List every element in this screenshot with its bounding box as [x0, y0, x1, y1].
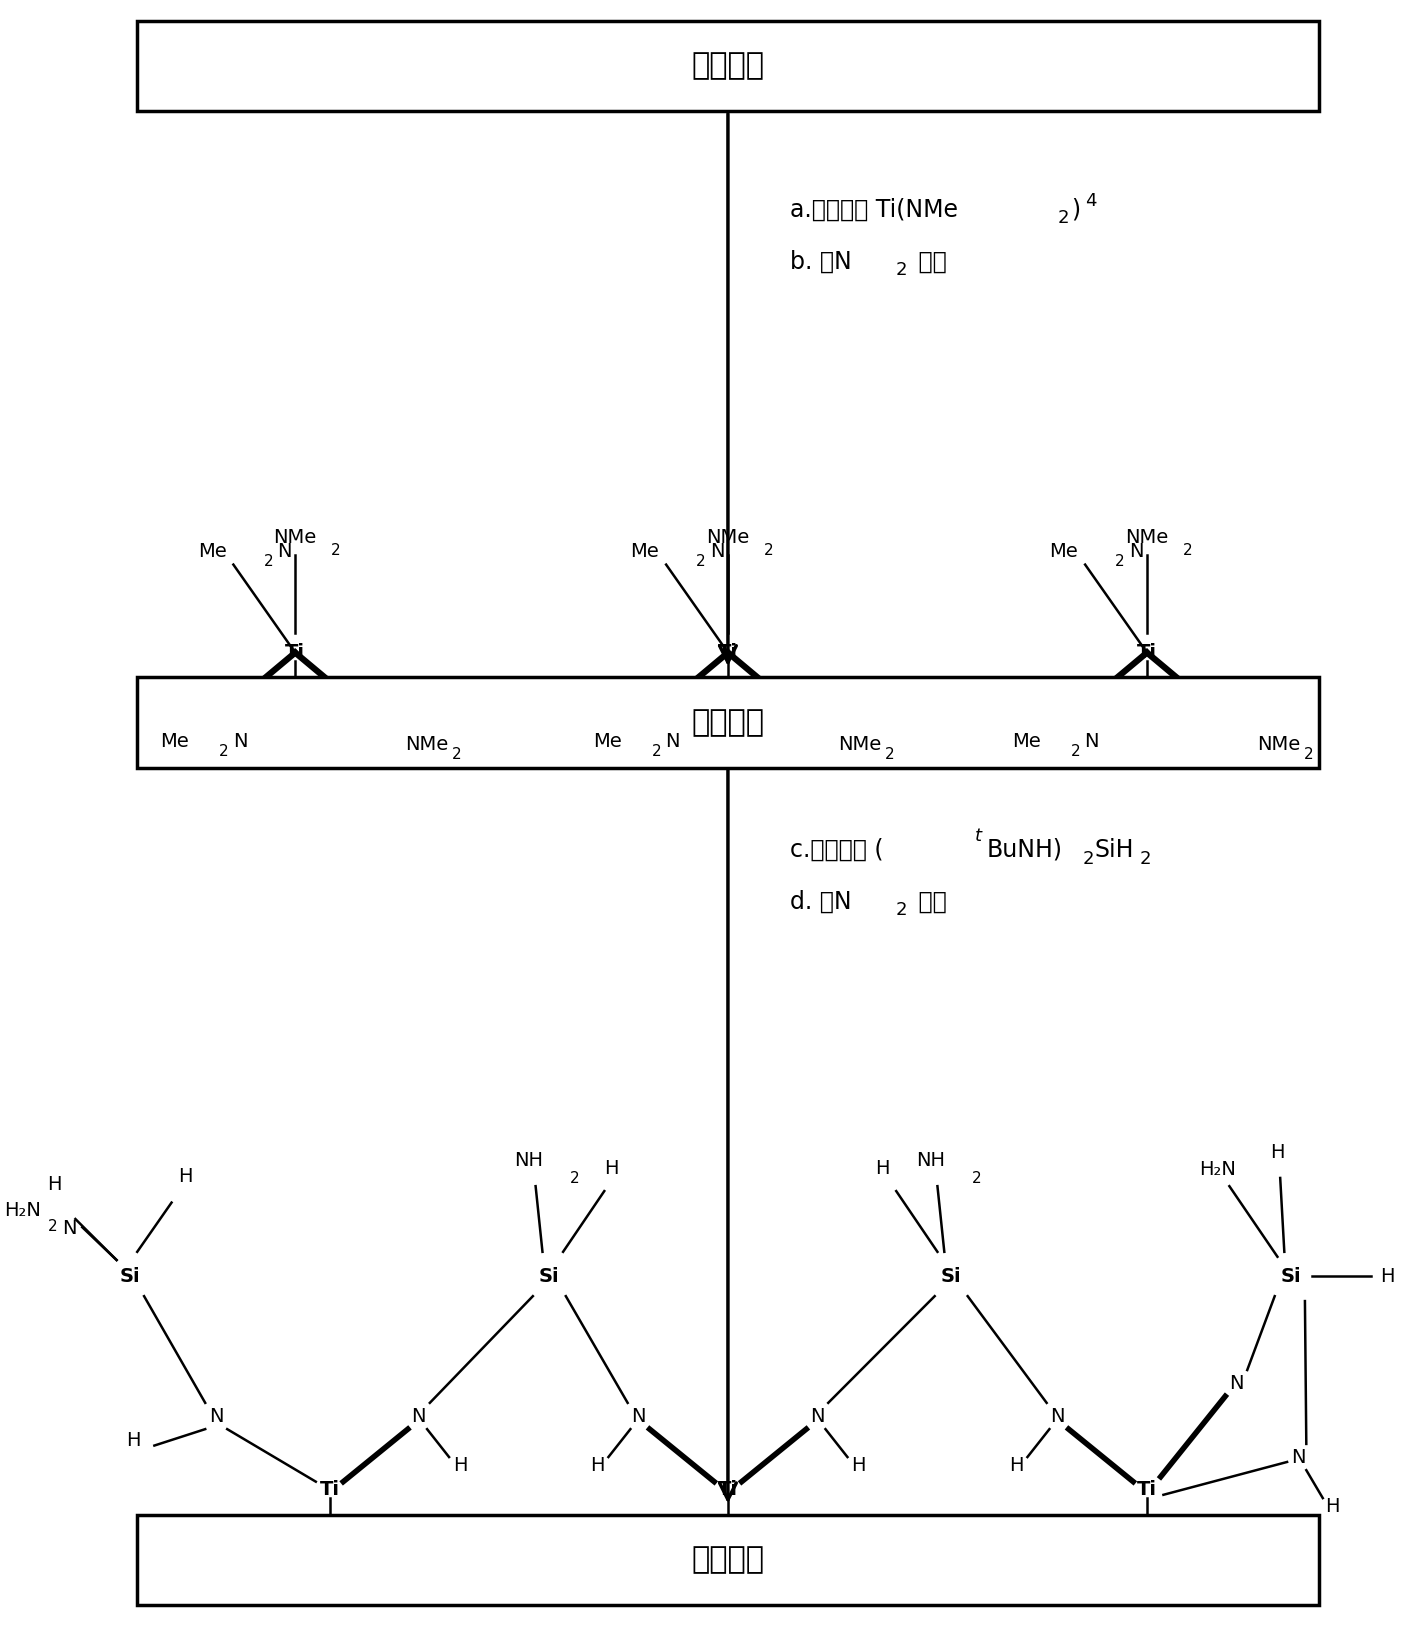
- Text: d. 用N: d. 用N: [790, 889, 851, 914]
- Text: 2: 2: [1182, 543, 1192, 558]
- Text: H: H: [47, 1175, 62, 1195]
- Text: Si: Si: [121, 1267, 140, 1285]
- Text: BuNH): BuNH): [986, 838, 1063, 861]
- Text: H: H: [604, 1158, 619, 1178]
- Text: 2: 2: [453, 747, 461, 762]
- Text: NMe: NMe: [406, 736, 448, 754]
- Text: N: N: [1291, 1447, 1305, 1467]
- Text: H: H: [1381, 1267, 1395, 1285]
- Text: Si: Si: [539, 1267, 559, 1285]
- Text: N: N: [61, 1219, 77, 1238]
- Text: N: N: [631, 1406, 646, 1426]
- Text: Ti: Ti: [1137, 1480, 1156, 1500]
- Text: H: H: [590, 1455, 604, 1475]
- Text: 2: 2: [570, 1172, 579, 1186]
- Text: 2: 2: [697, 554, 707, 569]
- Text: 2: 2: [48, 1219, 58, 1234]
- Text: b. 用N: b. 用N: [790, 249, 851, 274]
- Text: NMe: NMe: [1125, 528, 1169, 546]
- Text: N: N: [233, 733, 247, 751]
- Text: H₂N: H₂N: [4, 1201, 41, 1221]
- Text: t: t: [975, 828, 982, 845]
- Text: NH: NH: [514, 1150, 543, 1170]
- Text: 2: 2: [972, 1172, 982, 1186]
- Bar: [138, 20, 1318, 111]
- Bar: [138, 1515, 1318, 1605]
- Text: NH: NH: [917, 1150, 945, 1170]
- Text: 2: 2: [885, 747, 894, 762]
- Text: SiH: SiH: [1094, 838, 1134, 861]
- Text: Me: Me: [197, 541, 227, 561]
- Text: NMe: NMe: [707, 528, 749, 546]
- Text: 2: 2: [1071, 744, 1080, 759]
- Text: 热的基底: 热的基底: [691, 708, 765, 738]
- Bar: [138, 676, 1318, 767]
- Text: N: N: [1229, 1374, 1243, 1393]
- Text: 2: 2: [763, 543, 773, 558]
- Text: NMe: NMe: [839, 736, 881, 754]
- Text: 热的基底: 热的基底: [691, 51, 765, 81]
- Text: H: H: [126, 1431, 140, 1450]
- Text: 2: 2: [1304, 747, 1314, 762]
- Text: 2: 2: [1139, 850, 1152, 868]
- Text: N: N: [666, 733, 680, 751]
- Text: H: H: [876, 1158, 890, 1178]
- Text: Si: Si: [941, 1267, 962, 1285]
- Text: Me: Me: [1050, 541, 1078, 561]
- Text: NMe: NMe: [1257, 736, 1300, 754]
- Text: 吹扫: 吹扫: [911, 249, 946, 274]
- Text: Ti: Ti: [285, 644, 305, 662]
- Text: 2: 2: [895, 261, 907, 279]
- Text: N: N: [1050, 1406, 1064, 1426]
- Text: N: N: [412, 1406, 426, 1426]
- Text: N: N: [710, 541, 725, 561]
- Text: N: N: [209, 1406, 223, 1426]
- Text: Si: Si: [1281, 1267, 1301, 1285]
- Text: c.计量加入 (: c.计量加入 (: [790, 838, 883, 861]
- Text: a.计量加入 Ti(NMe: a.计量加入 Ti(NMe: [790, 198, 958, 221]
- Text: 2: 2: [331, 543, 341, 558]
- Text: ): ): [1071, 198, 1080, 221]
- Text: N: N: [1130, 541, 1144, 561]
- Text: NMe: NMe: [274, 528, 316, 546]
- Text: Ti: Ti: [718, 1480, 738, 1500]
- Text: Ti: Ti: [319, 1480, 339, 1500]
- Text: Me: Me: [593, 733, 622, 751]
- Text: H: H: [1009, 1455, 1023, 1475]
- Text: N: N: [810, 1406, 824, 1426]
- Text: 2: 2: [264, 554, 274, 569]
- Text: 2: 2: [219, 744, 228, 759]
- Text: 2: 2: [651, 744, 661, 759]
- Text: 2: 2: [1057, 208, 1069, 226]
- Text: N: N: [277, 541, 292, 561]
- Text: 2: 2: [895, 901, 907, 919]
- Text: H: H: [1325, 1497, 1340, 1516]
- Text: H: H: [1270, 1142, 1284, 1162]
- Text: H: H: [177, 1167, 193, 1186]
- Text: H₂N: H₂N: [1199, 1160, 1236, 1180]
- Text: Me: Me: [160, 733, 189, 751]
- Text: Me: Me: [1012, 733, 1040, 751]
- Text: 2: 2: [1083, 850, 1094, 868]
- Text: 4: 4: [1086, 191, 1097, 210]
- Text: 热的基底: 热的基底: [691, 1544, 765, 1574]
- Text: Ti: Ti: [718, 644, 738, 662]
- Text: 吹扫: 吹扫: [911, 889, 946, 914]
- Text: N: N: [1084, 733, 1100, 751]
- Text: Me: Me: [630, 541, 660, 561]
- Text: 2: 2: [1115, 554, 1125, 569]
- Text: H: H: [851, 1455, 866, 1475]
- Text: Ti: Ti: [1137, 644, 1156, 662]
- Text: H: H: [453, 1455, 468, 1475]
